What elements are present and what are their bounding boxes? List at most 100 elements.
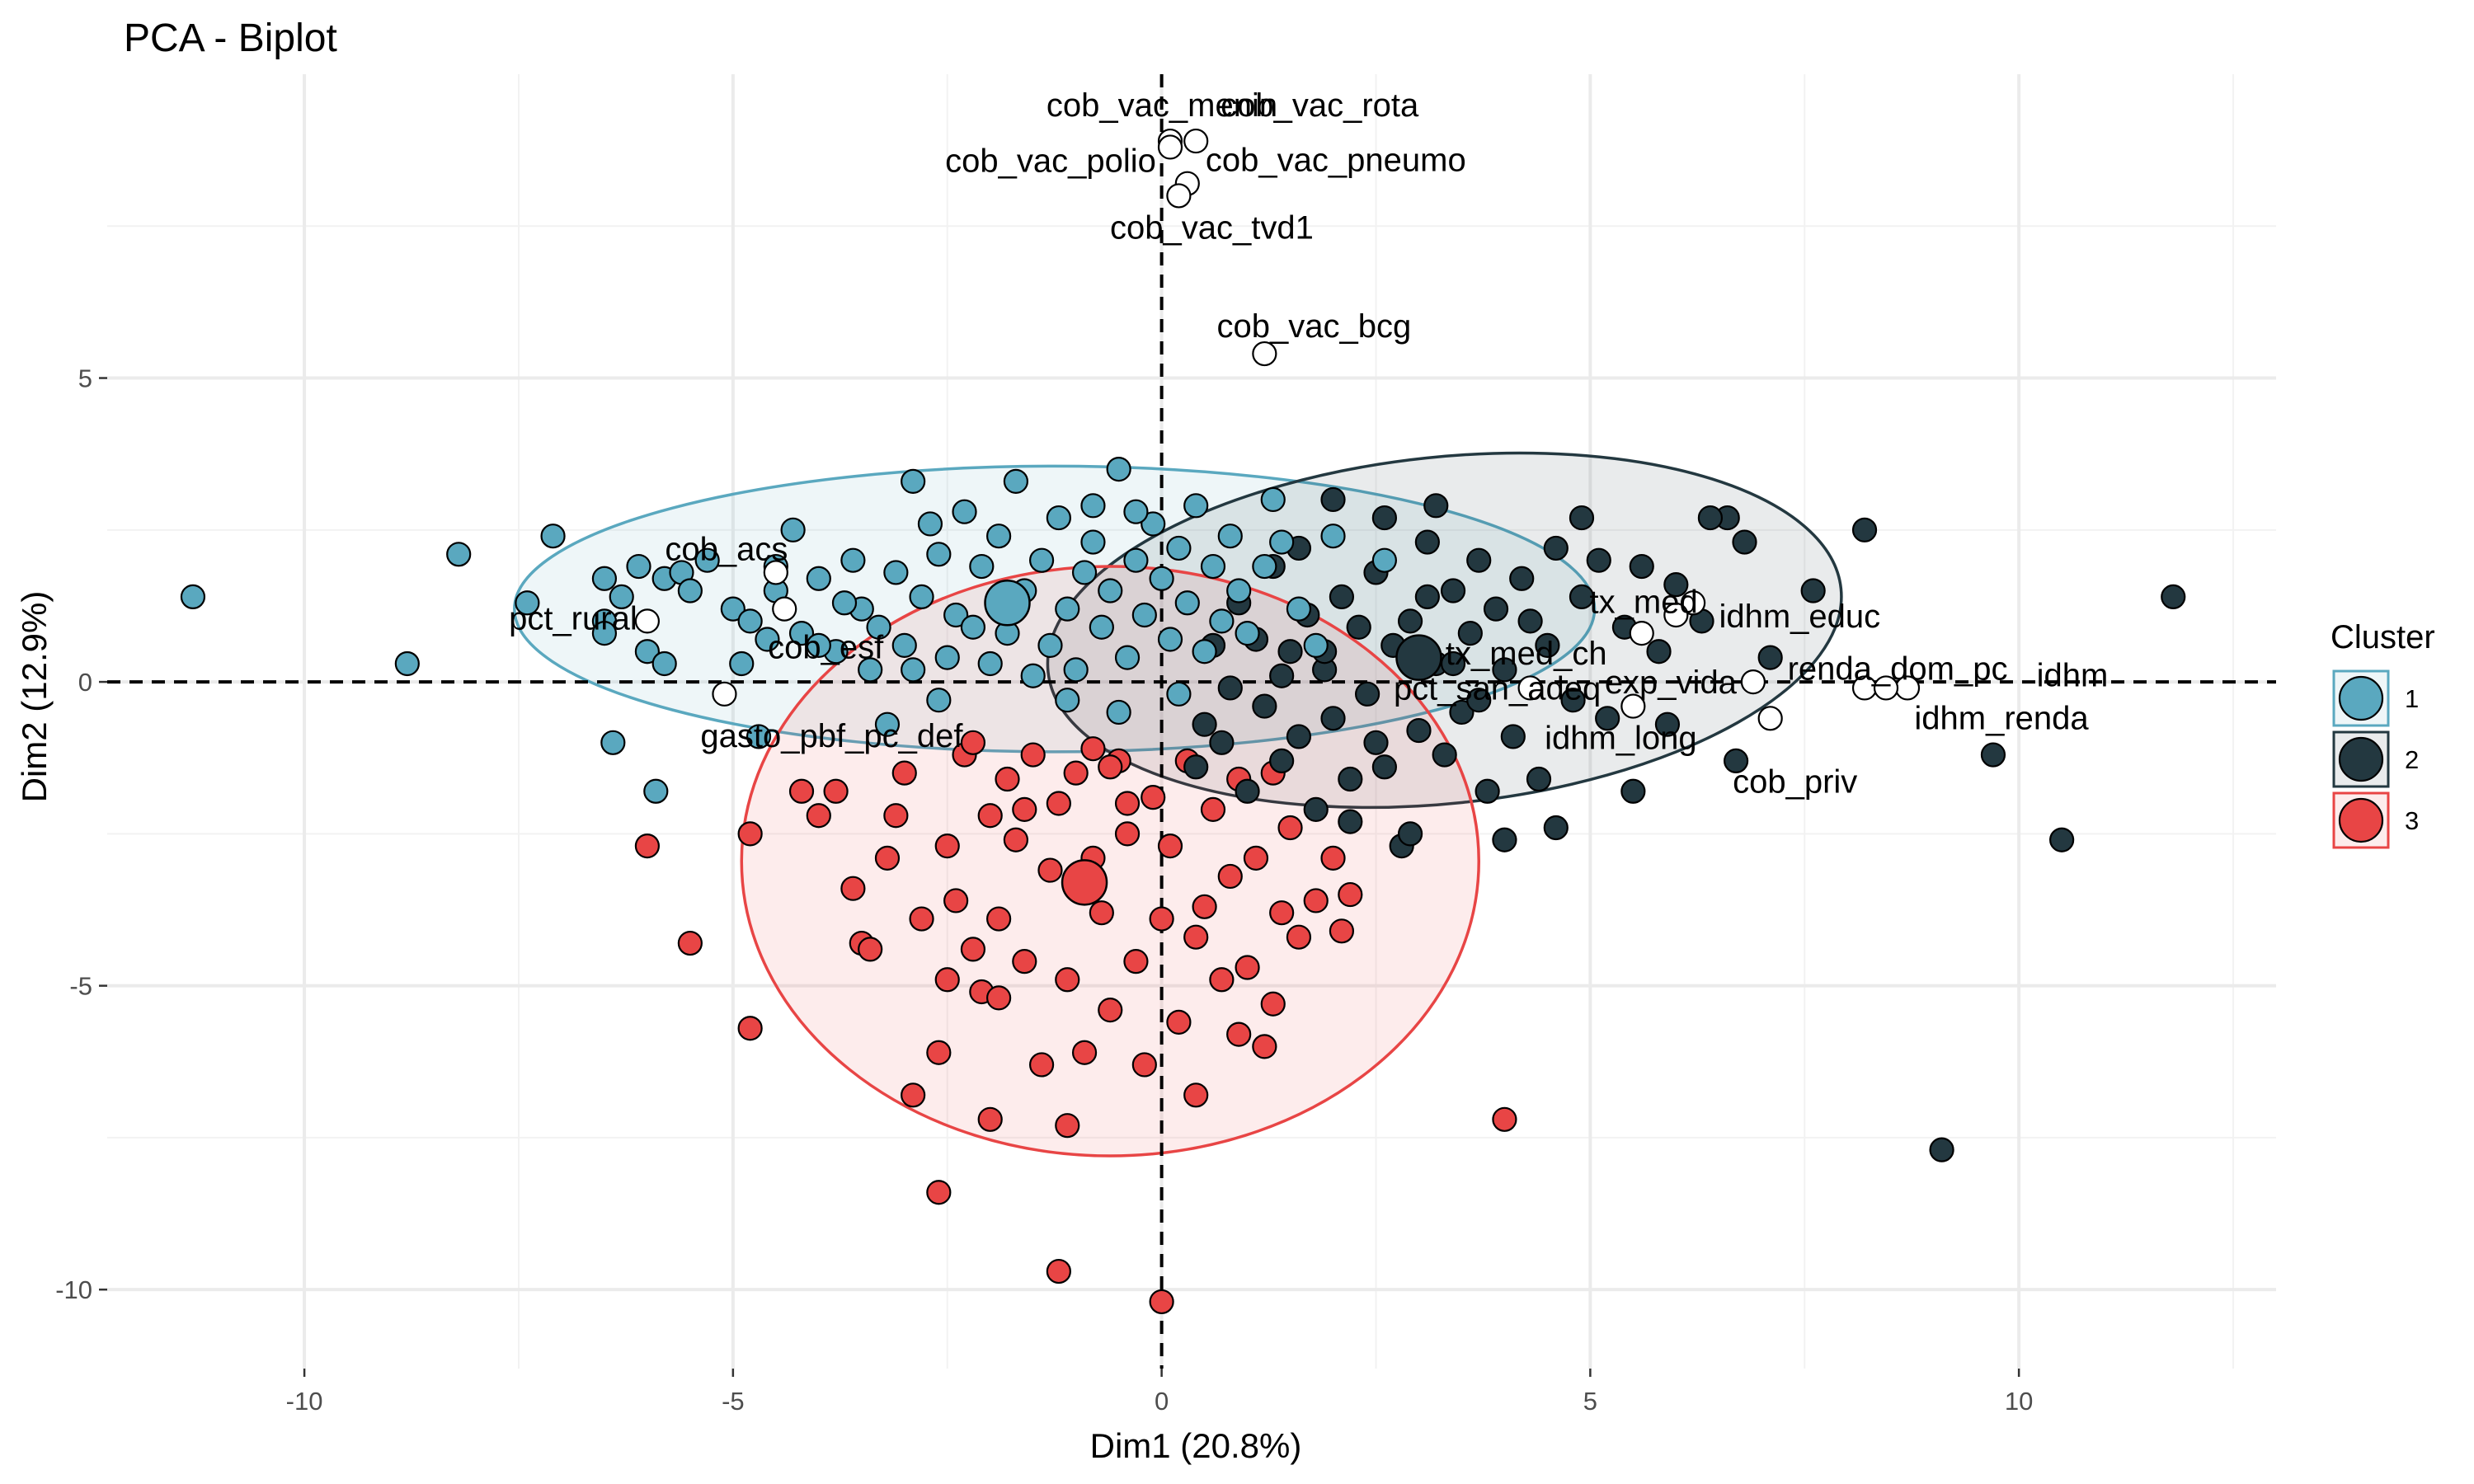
- point-cluster-1: [677, 578, 703, 603]
- point-cluster-2: [1286, 724, 1312, 749]
- variable-label-cob_vac_tvd1: cob_vac_tvd1: [1110, 209, 1314, 246]
- point-cluster-2: [1663, 572, 1689, 598]
- point-cluster-1: [1080, 529, 1106, 555]
- point-cluster-2: [1217, 675, 1243, 701]
- variable-point-tx_med: [1681, 590, 1706, 616]
- point-cluster-1: [1149, 566, 1174, 591]
- point-cluster-3: [1252, 1034, 1277, 1059]
- point-cluster-2: [1800, 578, 1826, 603]
- point-cluster-1: [729, 650, 755, 677]
- point-cluster-3: [1303, 888, 1329, 913]
- point-cluster-1: [831, 590, 858, 616]
- point-cluster-1: [788, 621, 815, 646]
- point-cluster-1: [1089, 614, 1114, 640]
- point-cluster-3: [1286, 924, 1312, 950]
- point-cluster-2: [1209, 730, 1235, 755]
- point-cluster-1: [1226, 578, 1252, 603]
- point-cluster-2: [1475, 778, 1500, 804]
- point-cluster-1: [909, 584, 934, 609]
- variable-point-cob_esf: [772, 596, 797, 622]
- point-cluster-2: [1500, 724, 1526, 749]
- legend-swatch-2: [2338, 736, 2384, 782]
- y-tick-label: 0: [78, 668, 92, 697]
- variable-point-cob_vac_rota: [1183, 128, 1209, 154]
- point-cluster-1: [1131, 602, 1157, 628]
- variable-points: [634, 128, 1921, 731]
- point-cluster-1: [1020, 663, 1046, 688]
- point-cluster-1: [806, 632, 831, 658]
- point-cluster-3: [883, 803, 909, 829]
- point-cluster-2: [2049, 827, 2075, 852]
- point-cluster-1: [1037, 632, 1063, 658]
- point-cluster-3: [943, 888, 969, 913]
- point-cluster-2: [1569, 584, 1595, 609]
- point-cluster-1: [866, 614, 891, 640]
- cluster-ellipses: [513, 451, 1843, 1158]
- point-cluster-3: [909, 906, 934, 932]
- point-cluster-1: [600, 730, 626, 755]
- point-cluster-3: [677, 930, 703, 956]
- point-cluster-3: [1055, 1113, 1080, 1139]
- point-cluster-2: [1269, 748, 1295, 774]
- point-cluster-1: [755, 627, 780, 652]
- point-cluster-2: [1320, 706, 1346, 731]
- point-cluster-3: [926, 1180, 952, 1205]
- cluster-ellipse-2: [1046, 451, 1843, 810]
- x-tick-label: 0: [1155, 1387, 1169, 1416]
- variable-label-pct_rural: pct_rural: [509, 600, 637, 636]
- point-cluster-3: [1149, 1289, 1174, 1315]
- variable-label-tx_med: tx_med: [1590, 584, 1698, 620]
- point-cluster-2: [1586, 547, 1611, 573]
- variable-label-cob_vac_polio: cob_vac_polio: [945, 143, 1156, 179]
- point-cluster-2: [1423, 493, 1449, 519]
- variable-label-cob_vac_pneumo: cob_vac_pneumo: [1206, 143, 1466, 179]
- point-cluster-1: [1166, 681, 1192, 707]
- x-axis-ticks: -10 -5 0 5 10: [286, 1369, 2033, 1416]
- point-cluster-1: [1286, 596, 1312, 622]
- point-cluster-3: [874, 845, 901, 871]
- point-cluster-1: [840, 547, 866, 573]
- point-cluster-1: [1123, 547, 1149, 573]
- point-cluster-2: [1346, 614, 1371, 640]
- variable-point-cob_vac_polio: [1157, 134, 1183, 160]
- point-cluster-3: [858, 937, 883, 962]
- point-cluster-3: [926, 1040, 952, 1065]
- point-cluster-2: [1252, 693, 1277, 719]
- point-cluster-2: [1569, 505, 1595, 531]
- point-cluster-3: [977, 803, 1003, 829]
- point-cluster-2: [1449, 699, 1475, 726]
- point-cluster-3: [1098, 998, 1123, 1023]
- point-cluster-3: [1260, 991, 1286, 1017]
- point-cluster-2: [1440, 650, 1466, 677]
- variable-label-cob_acs: cob_acs: [665, 531, 788, 567]
- point-cluster-2: [1620, 778, 1646, 804]
- point-cluster-1: [1028, 547, 1055, 573]
- legend-swatch-1: [2338, 675, 2384, 721]
- point-cluster-3: [1131, 1052, 1157, 1078]
- point-cluster-2: [1183, 754, 1209, 780]
- legend: Cluster 1 2 3: [2331, 619, 2435, 849]
- point-cluster-1: [394, 650, 420, 677]
- point-cluster-2: [1303, 796, 1329, 822]
- point-cluster-2: [1466, 688, 1492, 713]
- point-cluster-2: [1629, 553, 1654, 580]
- point-cluster-3: [960, 937, 986, 962]
- point-cluster-2: [1277, 639, 1303, 665]
- point-cluster-3: [986, 906, 1012, 932]
- point-cluster-1: [745, 724, 772, 749]
- point-cluster-2: [1363, 730, 1389, 755]
- point-cluster-3: [1200, 796, 1226, 822]
- y-tick-label: -10: [55, 1275, 92, 1304]
- point-cluster-1: [934, 645, 960, 670]
- point-cluster-3: [1003, 827, 1028, 852]
- variable-point-tx_med_ch: [1629, 621, 1654, 646]
- point-cluster-1: [1166, 535, 1192, 561]
- point-cluster-3: [1089, 900, 1114, 926]
- point-cluster-2: [1851, 517, 1878, 542]
- centroid-cluster-2: [1395, 634, 1442, 681]
- y-tick-label: -5: [69, 972, 92, 1001]
- point-cluster-3: [806, 803, 831, 829]
- point-cluster-1: [515, 590, 540, 616]
- grid-minor: [107, 74, 2276, 1369]
- variable-point-pct_rural: [634, 608, 661, 634]
